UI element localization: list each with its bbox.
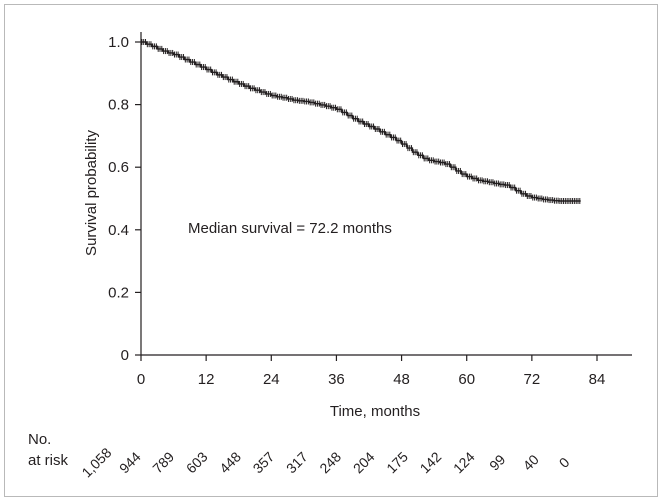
plot-area: 0 0.2 0.4 0.6 0.8 1.0 0 12 24 36 48 60 72 84 <box>108 32 632 388</box>
x-tick-label: 24 <box>263 371 280 388</box>
risk-label-no: No. <box>28 431 51 448</box>
x-tick-label: 36 <box>328 371 345 388</box>
x-tick-label: 72 <box>524 371 541 388</box>
x-tick-label: 60 <box>458 371 475 388</box>
x-tick-label: 48 <box>393 371 410 388</box>
censor-marks <box>141 39 581 205</box>
y-tick-label: 0.8 <box>108 97 129 114</box>
y-tick-label: 0.6 <box>108 159 129 176</box>
y-tick-label: 0.4 <box>108 222 129 239</box>
y-ticks: 0 0.2 0.4 0.6 0.8 1.0 <box>108 34 141 364</box>
x-ticks: 0 12 24 36 48 60 72 84 <box>137 355 606 388</box>
median-annotation: Median survival = 72.2 months <box>188 220 392 237</box>
y-tick-label: 0 <box>121 347 129 364</box>
figure-frame <box>4 4 658 497</box>
y-axis-title: Survival probability <box>83 130 100 256</box>
x-tick-label: 12 <box>198 371 215 388</box>
y-tick-label: 0.2 <box>108 284 129 301</box>
x-tick-label: 0 <box>137 371 145 388</box>
survival-curve <box>141 41 581 202</box>
x-axis-title: Time, months <box>330 403 420 420</box>
risk-label-at-risk: at risk <box>28 452 69 469</box>
y-tick-label: 1.0 <box>108 34 129 51</box>
x-tick-label: 84 <box>589 371 606 388</box>
